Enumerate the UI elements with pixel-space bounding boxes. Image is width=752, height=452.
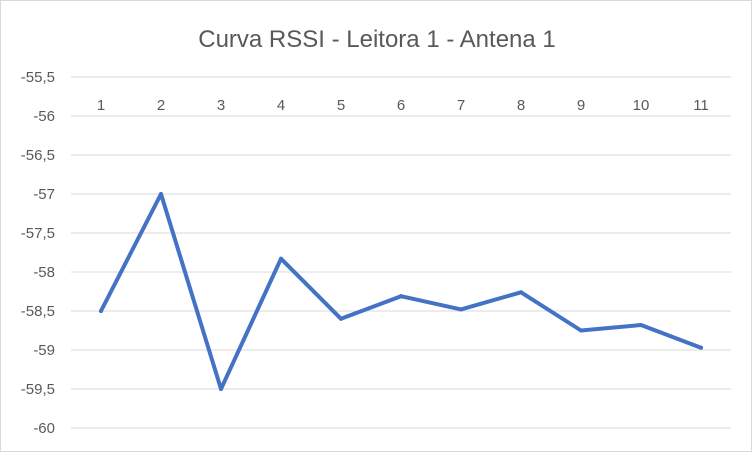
y-tick-label: -60 [33, 420, 55, 437]
x-tick-label: 6 [397, 97, 405, 114]
x-tick-label: 8 [517, 97, 525, 114]
data-point [279, 256, 283, 261]
y-tick-label: -58 [33, 264, 55, 281]
data-point [519, 290, 523, 295]
chart-title: Curva RSSI - Leitora 1 - Antena 1 [198, 26, 556, 53]
series-layer [99, 192, 703, 391]
series-line [99, 192, 703, 391]
x-tick-label: 9 [577, 97, 585, 114]
y-tick-label: -59 [33, 342, 55, 359]
data-point [99, 309, 103, 313]
y-tick-label: -59,5 [21, 381, 55, 398]
y-axis-tick-labels: -55,5 -56 -56,5 -57 -57,5 -58 -58,5 -59 -59,5 -60 [21, 69, 55, 437]
data-point [159, 192, 163, 196]
x-tick-label: 3 [217, 97, 225, 114]
y-tick-label: -57,5 [21, 225, 55, 242]
data-point [399, 294, 403, 299]
x-tick-label: 4 [277, 97, 285, 114]
data-point [339, 316, 343, 321]
data-point [579, 328, 583, 333]
y-tick-label: -56 [33, 108, 55, 125]
x-tick-label: 7 [457, 97, 465, 114]
data-point [219, 387, 223, 391]
x-tick-label: 10 [633, 97, 650, 114]
x-axis-tick-labels: 1 2 3 4 5 6 7 8 9 10 11 [97, 97, 709, 114]
gridlines [71, 76, 731, 429]
y-tick-label: -55,5 [21, 69, 55, 86]
data-point [639, 323, 643, 328]
x-tick-label: 5 [337, 97, 345, 114]
data-point [459, 307, 463, 312]
y-tick-label: -57 [33, 186, 55, 203]
x-tick-label: 11 [693, 97, 709, 114]
y-tick-label: -56,5 [21, 147, 55, 164]
x-tick-label: 2 [157, 97, 165, 114]
y-tick-label: -58,5 [21, 303, 55, 320]
x-tick-label: 1 [97, 97, 105, 114]
data-point [699, 345, 703, 350]
